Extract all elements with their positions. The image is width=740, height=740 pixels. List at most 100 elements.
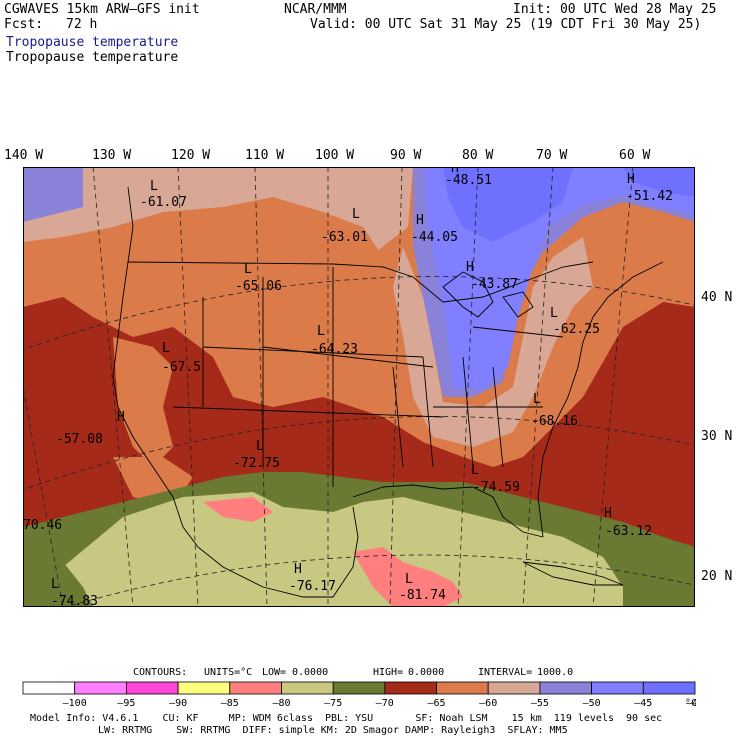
extremum-value: 70.46 [23, 518, 62, 533]
state-lines-b [422, 326, 564, 468]
colorbar-swatch [487, 681, 541, 695]
extremum-value: -63.12 [605, 524, 652, 539]
extremum-type: L [352, 207, 360, 222]
forecast-hour: 72 h [66, 17, 98, 32]
extremum-type: H [294, 562, 302, 577]
colorbar-swatch [539, 681, 593, 695]
extremum-type: L [550, 306, 558, 321]
colorbar-swatch [332, 681, 386, 695]
colorbar-swatch [384, 681, 437, 695]
colorbar-swatch [22, 681, 76, 695]
extremum-type: L [244, 262, 252, 277]
extrema-labels: L -61.07 L -63.01 H -44.05 H -48.51 H -4… [23, 167, 673, 607]
lat-label-40n: 40 N [701, 290, 733, 305]
region-m85-m80-gulf [353, 547, 463, 607]
graticule [23, 167, 695, 607]
colorbar-unit: °C [685, 698, 696, 709]
extremum-value: -61.07 [140, 195, 187, 210]
extremum-type: H [466, 260, 474, 275]
contours-low-value: 0.0000 [292, 667, 329, 678]
colorbar-swatch [229, 681, 282, 695]
contours-high-label: HIGH= [373, 667, 404, 678]
west-coast [112, 186, 199, 548]
extremum-type: L [150, 179, 158, 194]
colorbar-tick-label: –70 [376, 698, 394, 709]
extremum-value: -48.51 [445, 173, 492, 188]
extremum-value: -65.06 [235, 279, 282, 294]
mexico-coast [197, 506, 359, 598]
great-lakes [442, 271, 534, 318]
region-m65-m60-northeast [583, 222, 695, 307]
colorbar-swatch [74, 681, 127, 695]
gulf-coast [352, 484, 544, 538]
region-m80-m75-south [63, 492, 623, 607]
lon-label-100w: 100 W [315, 148, 355, 163]
extremum-value: -63.01 [321, 230, 368, 245]
colorbar-swatch [281, 681, 334, 695]
extremum-type: H [451, 167, 459, 176]
extremum-type: L [405, 572, 413, 587]
extremum-value: -51.42 [626, 189, 673, 204]
lon-label-70w: 70 W [536, 148, 568, 163]
colorbar-tick-label: –45 [634, 698, 652, 709]
temperature-fill-layer [23, 167, 695, 607]
contours-low-label: LOW= [262, 667, 287, 678]
contours-label: CONTOURS: [133, 667, 188, 678]
extremum-value: -81.74 [399, 588, 446, 603]
colorbar-tick-label: –95 [117, 698, 135, 709]
colorbar: –100 –95 –90 –85 –80 –75 –70 –65 –60 –55 –50 –45 –40… [22, 681, 696, 709]
lat-label-20n: 20 N [701, 569, 733, 584]
extremum-value: -76.17 [289, 579, 336, 594]
contours-high-value: 0.0000 [408, 667, 445, 678]
lat-label-30n: 30 N [701, 429, 733, 444]
colorbar-swatch [126, 681, 179, 695]
lon-label-130w: 130 W [92, 148, 132, 163]
extremum-type: L [317, 324, 325, 339]
contours-interval-value: 1000.0 [537, 667, 574, 678]
colorbar-tick-label: –60 [479, 698, 497, 709]
colorbar-tick-label: –75 [324, 698, 342, 709]
extremum-value: -64.23 [311, 342, 358, 357]
extremum-value: -57.08 [56, 432, 103, 447]
state-lines-a [172, 267, 444, 487]
extremum-value: -43.87 [471, 277, 518, 292]
lon-label-60w: 60 W [619, 148, 651, 163]
colorbar-swatch [436, 681, 489, 695]
valid-time: Valid: 00 UTC Sat 31 May 25 (19 CDT Fri … [310, 17, 702, 32]
init-time: Init: 00 UTC Wed 28 May 25 [513, 2, 717, 17]
extremum-value: -44.05 [411, 230, 458, 245]
colorbar-tick-label: –40 [686, 698, 696, 709]
colorbar-swatch [177, 681, 231, 695]
extremum-value: -74.83 [51, 594, 98, 607]
region-m60-m55-north [23, 167, 413, 262]
extremum-type: L [533, 392, 541, 407]
lon-label-140w: 140 W [4, 148, 44, 163]
colorbar-tick-label: –65 [427, 698, 445, 709]
field-title-blue: Tropopause temperature [6, 35, 179, 50]
lon-label-110w: 110 W [245, 148, 285, 163]
lon-label-120w: 120 W [171, 148, 211, 163]
extremum-value: -72.75 [233, 456, 280, 471]
field-title: Tropopause temperature [6, 50, 179, 65]
extremum-type: L [162, 341, 170, 356]
region-m65-m60-canada [213, 197, 383, 277]
contours-interval-label: INTERVAL= [478, 667, 533, 678]
colorbar-tick-label: –85 [221, 698, 239, 709]
extremum-type: H [117, 410, 125, 425]
lon-label-80w: 80 W [462, 148, 494, 163]
extremum-type: H [604, 506, 612, 521]
extremum-type: L [471, 463, 479, 478]
contours-units: UNITS=°C [204, 667, 253, 678]
colorbar-swatch [642, 681, 696, 695]
extremum-value: -67.5 [162, 360, 201, 375]
region-m75-m70-mexico [23, 562, 93, 607]
region-m85-m80-texas [203, 497, 273, 522]
political-boundaries [112, 186, 664, 598]
forecast-label: Fcst: [4, 17, 44, 32]
extremum-type: L [256, 439, 264, 454]
extremum-type: L [51, 577, 59, 592]
model-title: CGWAVES 15km ARW–GFS init [4, 2, 200, 17]
extremum-value: -74.59 [473, 480, 520, 495]
colorbar-tick-label: –80 [272, 698, 290, 709]
model-info-line1: Model Info: V4.6.1 CU: KF MP: WDM 6class… [30, 713, 663, 724]
